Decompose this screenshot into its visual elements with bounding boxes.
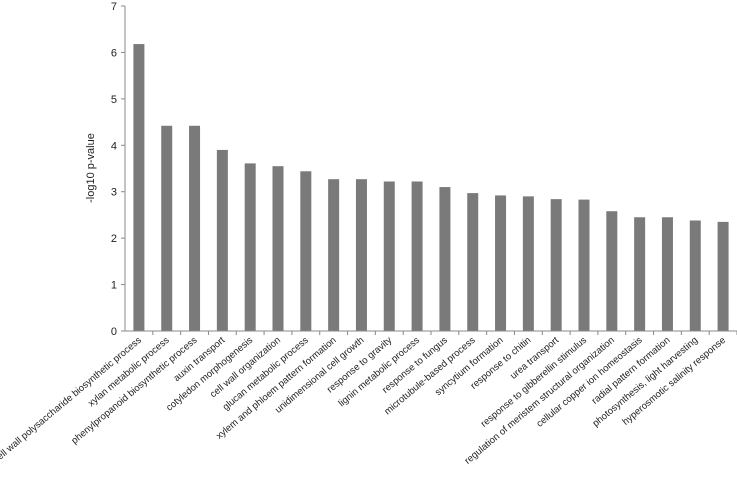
bar [161, 125, 173, 332]
bar [439, 187, 451, 331]
bar [467, 193, 479, 331]
bar [244, 163, 256, 331]
bar [383, 181, 395, 331]
bar [272, 166, 284, 331]
y-tick-label: 2 [111, 233, 117, 245]
bar [189, 125, 201, 332]
y-tick-label: 6 [111, 47, 117, 59]
y-tick-label: 1 [111, 280, 117, 292]
bar [578, 199, 590, 331]
y-tick-label: 0 [111, 326, 117, 338]
bar [634, 217, 646, 331]
bar [661, 217, 673, 331]
y-tick-label: 5 [111, 94, 117, 106]
y-axis-title: -log10 p-value [85, 133, 97, 203]
bar [355, 179, 367, 331]
bar [689, 220, 701, 331]
bar [606, 211, 618, 331]
y-tick-label: 3 [111, 187, 117, 199]
bars [133, 44, 729, 332]
bar [328, 179, 340, 331]
bar [216, 149, 228, 331]
y-axis: 0 1 2 3 4 5 6 7 [111, 1, 126, 338]
bar [550, 199, 562, 331]
bar [495, 195, 507, 331]
x-axis: cell wall polysaccharide biosynthetic pr… [0, 330, 737, 467]
y-tick-label: 4 [111, 140, 117, 152]
bar [133, 44, 145, 331]
bar [717, 221, 729, 331]
bar [300, 171, 312, 331]
bar [411, 181, 423, 331]
y-tick-label: 7 [111, 1, 117, 13]
bar [522, 196, 534, 331]
